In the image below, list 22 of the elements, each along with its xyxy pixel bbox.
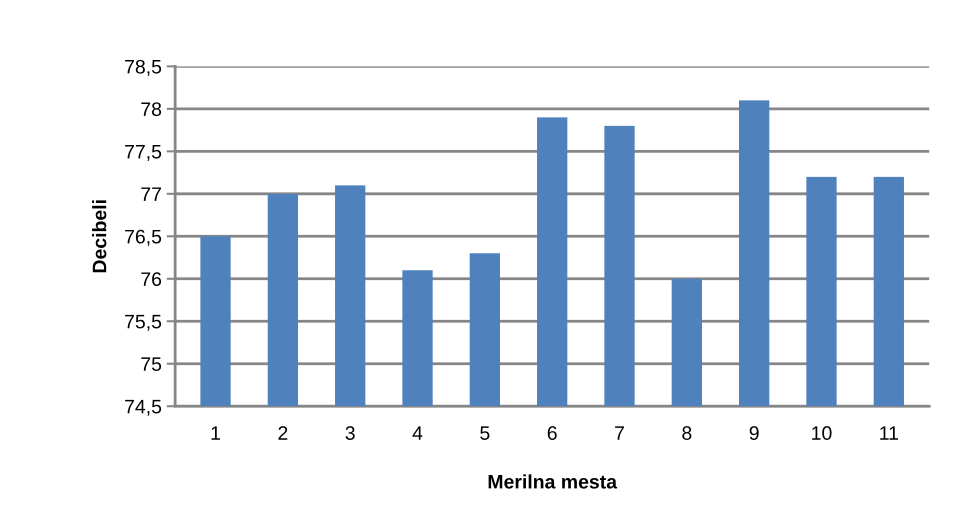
x-tick-label: 4 xyxy=(412,426,422,440)
x-tick-label: 5 xyxy=(480,426,490,440)
y-axis-title: Decibeli xyxy=(92,200,106,272)
y-tick-label: 78,5 xyxy=(125,60,162,76)
x-tick-label: 11 xyxy=(880,426,898,440)
x-tick-label: 7 xyxy=(615,426,624,440)
y-tick-label: 75,5 xyxy=(125,314,162,331)
x-tick-label: 9 xyxy=(750,426,759,440)
y-tick-label: 76 xyxy=(141,272,162,286)
y-tick-label: 74,5 xyxy=(125,400,162,416)
x-tick-label: 2 xyxy=(278,426,288,440)
x-tick-label: 8 xyxy=(682,426,692,440)
y-tick-label: 77,5 xyxy=(125,145,162,161)
x-tick-label: 10 xyxy=(812,426,832,440)
x-tick-label: 1 xyxy=(212,426,220,440)
y-tick-label: 78 xyxy=(141,102,162,116)
x-tick-label: 6 xyxy=(548,426,557,440)
y-tick-label: 75 xyxy=(141,357,162,371)
x-tick-label: 3 xyxy=(346,426,355,440)
y-tick-label: 76,5 xyxy=(125,230,162,246)
y-tick-label: 77 xyxy=(141,187,161,201)
x-axis-title: Merilna mesta xyxy=(488,474,618,489)
